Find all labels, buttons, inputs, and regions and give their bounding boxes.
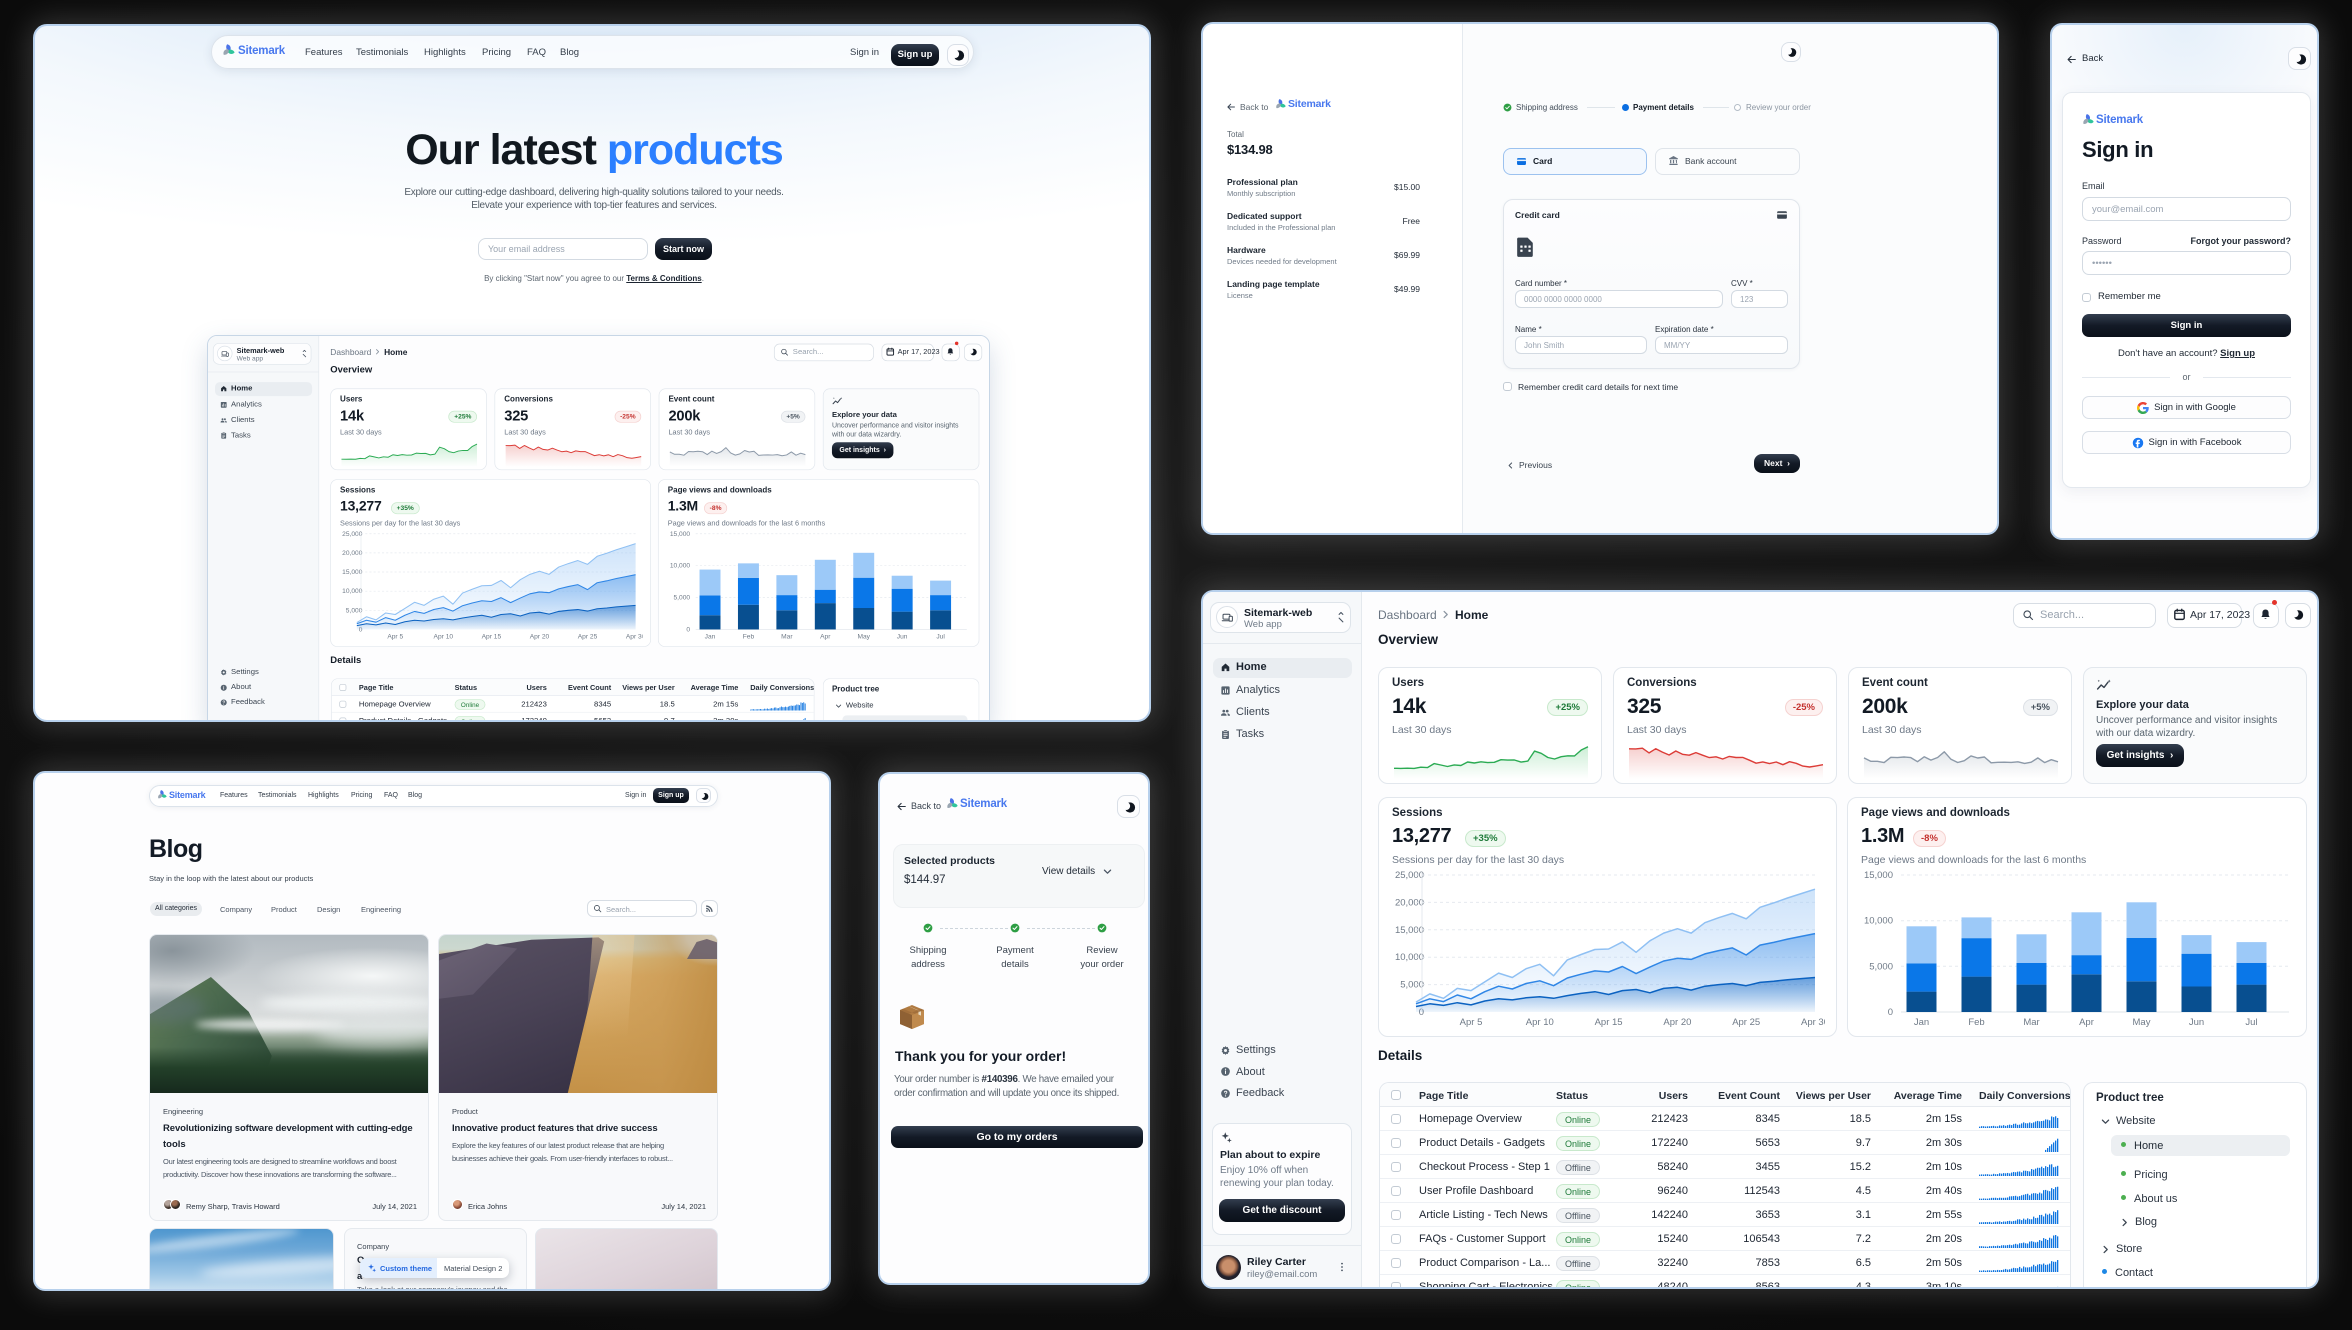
svg-text:Mar: Mar <box>2023 1017 2039 1028</box>
svg-text:Jul: Jul <box>936 634 945 641</box>
svg-text:0: 0 <box>1419 1007 1424 1018</box>
svg-text:Feb: Feb <box>743 634 755 641</box>
svg-text:Jun: Jun <box>2189 1017 2204 1028</box>
svg-text:Jul: Jul <box>2245 1017 2257 1028</box>
svg-text:May: May <box>2133 1017 2151 1028</box>
svg-text:15,000: 15,000 <box>1864 871 1893 881</box>
svg-text:Apr 5: Apr 5 <box>1460 1017 1483 1028</box>
svg-text:Apr 25: Apr 25 <box>578 634 598 641</box>
svg-text:Apr: Apr <box>820 634 831 641</box>
svg-text:Apr 30: Apr 30 <box>626 634 643 641</box>
svg-text:Mar: Mar <box>781 634 793 641</box>
svg-text:Apr 5: Apr 5 <box>387 634 403 641</box>
svg-text:25,000: 25,000 <box>1395 871 1424 881</box>
svg-text:5,000: 5,000 <box>1869 961 1893 972</box>
svg-text:5,000: 5,000 <box>1400 980 1424 991</box>
svg-text:0: 0 <box>686 627 690 634</box>
svg-text:15,000: 15,000 <box>1395 925 1424 936</box>
svg-text:20,000: 20,000 <box>342 550 363 557</box>
svg-text:15,000: 15,000 <box>670 531 691 538</box>
svg-text:10,000: 10,000 <box>1864 916 1893 927</box>
svg-text:Apr 30: Apr 30 <box>1801 1017 1825 1028</box>
svg-text:Feb: Feb <box>1968 1017 1984 1028</box>
svg-text:Apr 10: Apr 10 <box>434 634 454 641</box>
svg-text:Apr 15: Apr 15 <box>482 634 502 641</box>
svg-text:Apr 20: Apr 20 <box>1663 1017 1691 1028</box>
svg-text:Apr: Apr <box>2079 1017 2094 1028</box>
svg-text:0: 0 <box>1888 1007 1893 1018</box>
svg-text:20,000: 20,000 <box>1395 897 1424 908</box>
svg-text:Apr 10: Apr 10 <box>1526 1017 1554 1028</box>
svg-text:0: 0 <box>359 627 363 634</box>
svg-text:5,000: 5,000 <box>674 595 691 602</box>
svg-text:25,000: 25,000 <box>342 531 363 538</box>
svg-text:Apr 15: Apr 15 <box>1595 1017 1623 1028</box>
svg-text:Jan: Jan <box>1914 1017 1929 1028</box>
svg-text:Jun: Jun <box>897 634 908 641</box>
svg-text:5,000: 5,000 <box>346 607 363 614</box>
svg-text:15,000: 15,000 <box>342 569 363 576</box>
svg-text:May: May <box>857 634 870 641</box>
svg-text:Apr 20: Apr 20 <box>530 634 550 641</box>
svg-text:Apr 25: Apr 25 <box>1732 1017 1760 1028</box>
svg-text:Jan: Jan <box>705 634 716 641</box>
svg-text:10,000: 10,000 <box>1395 952 1424 963</box>
svg-text:10,000: 10,000 <box>342 588 363 595</box>
svg-text:10,000: 10,000 <box>670 563 691 570</box>
